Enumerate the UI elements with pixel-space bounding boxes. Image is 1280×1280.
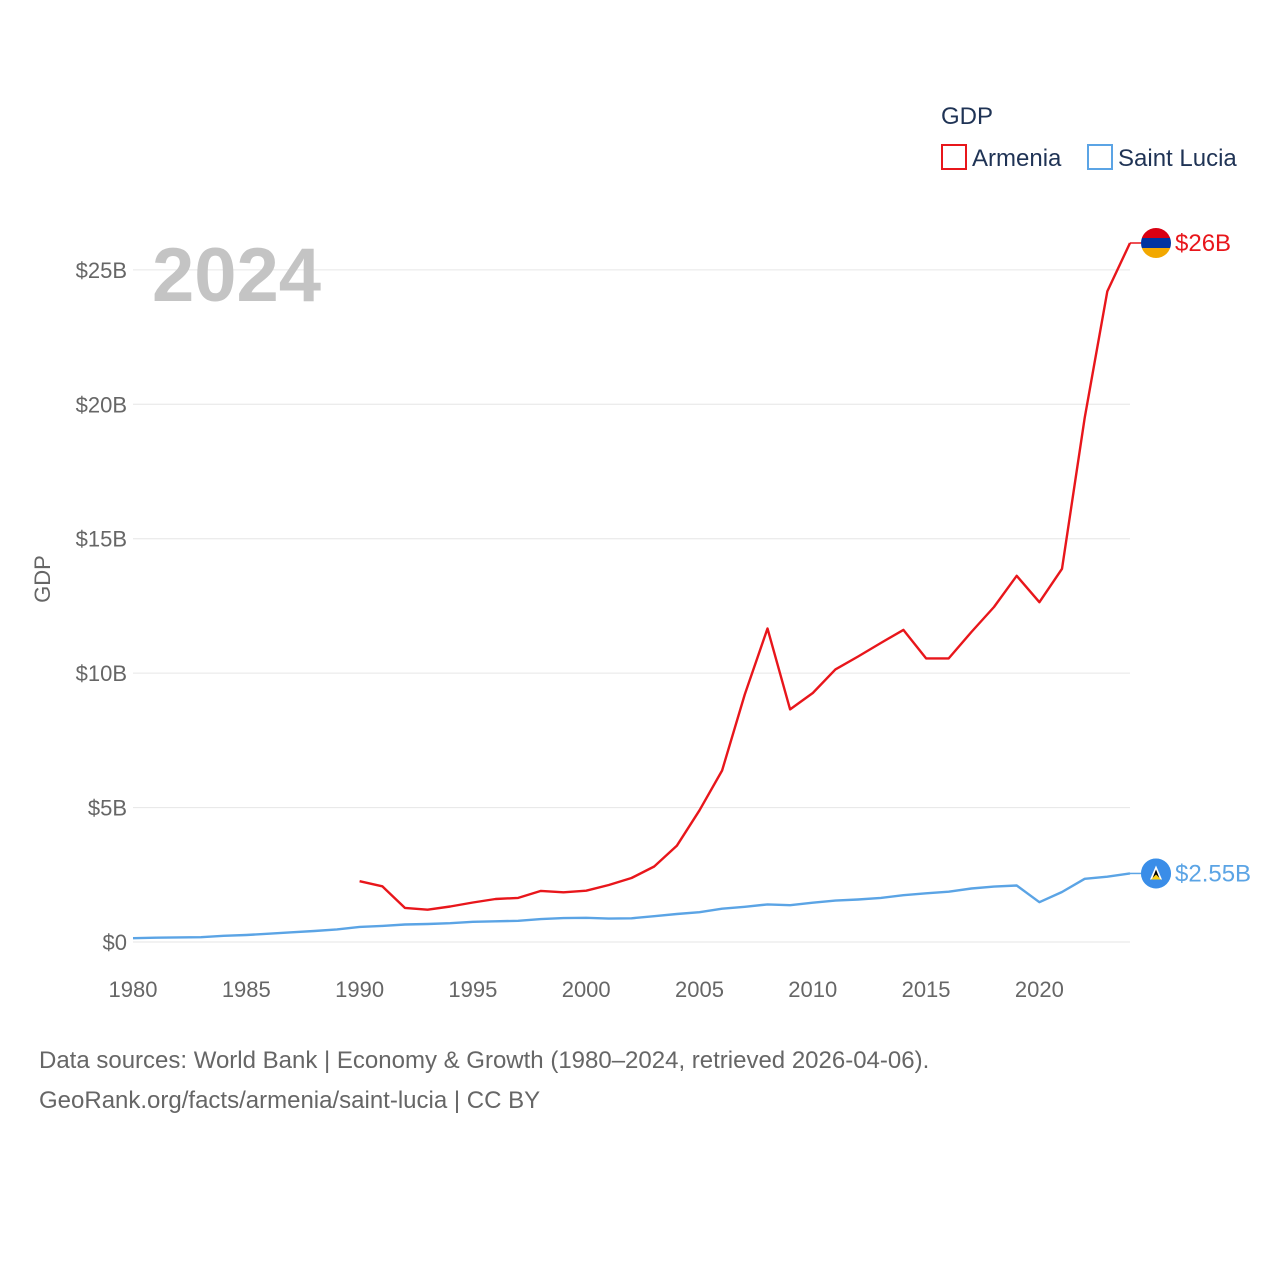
gdp-line-chart: $0 $5B $10B $15B $20B $25B 1980 1985 1990 1995 20…: [30, 103, 1251, 1002]
footer: Data sources: World Bank | Economy & Gro…: [39, 1041, 1239, 1121]
x-tick-label: 1980: [109, 977, 158, 1002]
x-tick-label: 1990: [335, 977, 384, 1002]
x-tick-label: 2015: [902, 977, 951, 1002]
saint-lucia-end-value-label: $2.55B: [1175, 860, 1251, 887]
x-tick-label: 2010: [788, 977, 837, 1002]
legend-swatch-armenia: [941, 144, 967, 170]
x-tick-label: 1985: [222, 977, 271, 1002]
y-tick-label: $20B: [76, 392, 127, 417]
y-axis-title: GDP: [30, 555, 55, 603]
legend-label-armenia: Armenia: [972, 145, 1062, 172]
legend-title: GDP: [941, 103, 993, 130]
y-tick-label: $10B: [76, 661, 127, 686]
y-tick-label: $0: [103, 930, 127, 955]
armenia-line: [359, 242, 1132, 911]
armenia-flag-icon: [1141, 228, 1171, 258]
armenia-end-value-label: $26B: [1175, 230, 1231, 257]
legend-label-saint-lucia: Saint Lucia: [1118, 145, 1237, 172]
y-axis-ticks: $0 $5B $10B $15B $20B $25B: [76, 258, 127, 955]
series-layer: $26B $2.55B: [132, 228, 1251, 940]
year-label: 2024: [152, 233, 321, 318]
y-tick-label: $5B: [88, 796, 127, 821]
y-tick-label: $15B: [76, 527, 127, 552]
x-tick-label: 1995: [448, 977, 497, 1002]
x-axis-ticks: 1980 1985 1990 1995 2000 2005 2010 2015 2020: [109, 977, 1064, 1002]
legend-swatch-saint-lucia: [1087, 144, 1113, 170]
data-source-line: Data sources: World Bank | Economy & Gro…: [39, 1047, 930, 1074]
gridlines: [133, 269, 1130, 943]
saint-lucia-flag-icon: [1141, 858, 1171, 889]
x-tick-label: 2020: [1015, 977, 1064, 1002]
saint-lucia-line: [132, 872, 1131, 940]
y-tick-label: $25B: [76, 258, 127, 283]
legend: GDP Armenia Saint Lucia: [941, 103, 1237, 172]
x-tick-label: 2000: [562, 977, 611, 1002]
attribution-line: GeoRank.org/facts/armenia/saint-lucia | …: [39, 1087, 541, 1114]
x-tick-label: 2005: [675, 977, 724, 1002]
